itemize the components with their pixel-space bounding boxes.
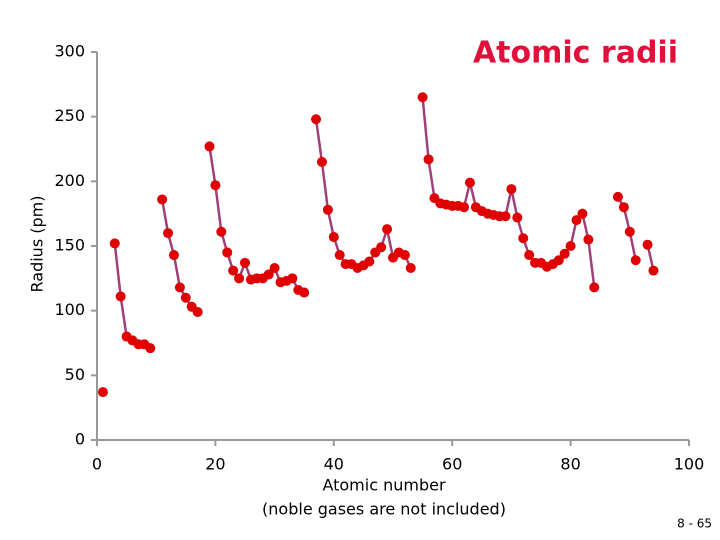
data-point xyxy=(180,292,191,303)
x-tick-label: 80 xyxy=(560,455,580,474)
data-point xyxy=(145,343,156,354)
data-point xyxy=(163,228,174,239)
x-tick-label: 100 xyxy=(674,455,705,474)
data-point xyxy=(299,287,310,298)
data-point xyxy=(192,306,203,317)
x-tick-label: 0 xyxy=(92,455,102,474)
data-point xyxy=(376,242,387,253)
data-point xyxy=(405,262,416,273)
data-point xyxy=(168,250,179,261)
data-point xyxy=(287,273,298,284)
data-point xyxy=(322,204,333,215)
data-point xyxy=(263,269,274,280)
data-point xyxy=(648,265,659,276)
y-axis-label: Radius (pm) xyxy=(28,196,47,293)
x-tick-label: 20 xyxy=(205,455,225,474)
page-number: 8 - 65 xyxy=(677,517,712,531)
x-axis-label: Atomic number xyxy=(322,476,446,495)
data-point xyxy=(240,257,250,268)
data-point xyxy=(157,194,168,205)
data-point xyxy=(518,233,529,244)
data-point xyxy=(612,191,623,202)
data-point xyxy=(216,226,227,237)
chart-title: Atomic radii xyxy=(473,36,678,71)
data-point xyxy=(630,255,641,266)
data-point xyxy=(618,202,629,213)
data-point xyxy=(328,231,339,242)
y-tick-label: 300 xyxy=(54,42,85,61)
data-point xyxy=(423,154,434,165)
data-point xyxy=(228,265,239,276)
data-point xyxy=(464,177,475,188)
data-point xyxy=(334,250,345,261)
data-point xyxy=(589,282,600,293)
y-tick-label: 50 xyxy=(65,365,85,384)
data-point xyxy=(364,256,375,267)
y-tick-label: 100 xyxy=(54,300,85,319)
data-point xyxy=(399,250,410,261)
y-tick-label: 0 xyxy=(75,430,85,449)
data-point xyxy=(269,262,280,273)
data-point xyxy=(97,387,108,398)
data-point xyxy=(417,92,428,103)
data-point xyxy=(115,291,126,302)
y-tick-label: 250 xyxy=(54,106,85,125)
data-point xyxy=(559,248,570,259)
data-point xyxy=(500,211,511,222)
data-point xyxy=(571,215,582,226)
x-tick-label: 60 xyxy=(442,455,462,474)
data-point xyxy=(316,156,327,167)
y-tick-label: 150 xyxy=(54,236,85,255)
data-point xyxy=(109,238,120,249)
data-point xyxy=(553,255,564,266)
data-point xyxy=(524,250,535,261)
data-point xyxy=(210,180,221,191)
x-axis-note: (noble gases are not included) xyxy=(262,500,506,519)
data-point xyxy=(565,241,576,251)
y-tick-label: 200 xyxy=(54,171,85,190)
data-point xyxy=(382,224,393,235)
data-point xyxy=(311,114,322,125)
data-point xyxy=(234,273,245,284)
data-point xyxy=(642,239,653,250)
data-point xyxy=(506,184,517,195)
data-point xyxy=(204,141,215,152)
data-point xyxy=(583,234,594,245)
data-point xyxy=(174,282,185,293)
data-point xyxy=(577,208,588,219)
data-point xyxy=(624,226,635,237)
data-point xyxy=(459,202,470,213)
x-tick-label: 40 xyxy=(324,455,344,474)
data-point xyxy=(222,247,233,258)
data-point xyxy=(512,212,523,223)
